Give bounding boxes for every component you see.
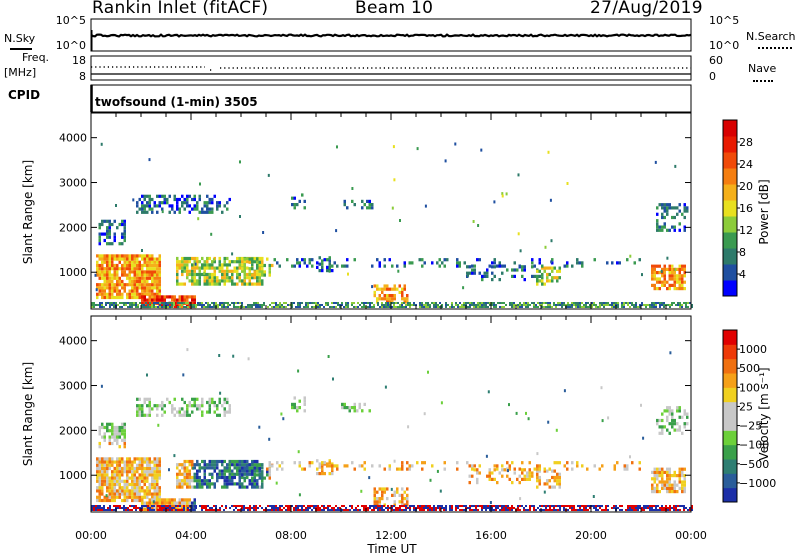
colorbar-swatch <box>723 184 737 201</box>
x-tick-4: 16:00 <box>475 529 507 542</box>
nsearch-label: N.Search <box>746 30 796 43</box>
colorbar-swatch <box>723 473 737 489</box>
colorbar-tick: 1000 <box>739 343 767 356</box>
nsearch-tick-bottom: 10^0 <box>709 39 739 52</box>
colorbar-tick: −100 <box>739 439 769 452</box>
colorbar-tick: 24 <box>739 158 753 171</box>
colorbar-swatch <box>723 401 737 417</box>
colorbar-tick: 25 <box>739 400 753 413</box>
freq-unit: [MHz] <box>4 66 37 79</box>
colorbar-swatch <box>723 200 737 217</box>
power-heatmap-panel: 1000 2000 3000 4000 Slant Range [km] <box>21 112 693 310</box>
colorbar-tick: 8 <box>739 246 746 259</box>
x-tick-labels: 00:00 04:00 08:00 12:00 16:00 20:00 00:00 <box>75 529 707 542</box>
colorbar-swatch <box>723 248 737 265</box>
nsky-label: N.Sky <box>4 32 36 45</box>
nsky-legend-line <box>10 48 32 50</box>
nave-trace <box>91 66 691 71</box>
power-axis: 1000 2000 3000 4000 <box>59 113 692 309</box>
colorbar-swatch <box>723 136 737 153</box>
x-tick-3: 12:00 <box>375 529 407 542</box>
y-tick-label: 4000 <box>59 132 87 145</box>
date-title: 27/Aug/2019 <box>590 0 703 18</box>
colorbar-tick: −500 <box>739 458 769 471</box>
colorbar-swatch <box>723 387 737 403</box>
colorbar-swatch <box>723 373 737 388</box>
colorbar-swatch <box>723 358 737 374</box>
y-tick-label: 2000 <box>59 221 87 234</box>
cpid-text: twofsound (1-min) 3505 <box>95 95 258 109</box>
power-ylabel: Slant Range [km] <box>21 160 35 264</box>
freq-panel: 18 8 60 0 <box>72 54 723 83</box>
colorbar-swatch <box>723 264 737 281</box>
y-tick-label: 3000 <box>59 380 87 393</box>
colorbar-swatch <box>723 416 737 431</box>
velocity-heatmap-panel: 1000 2000 3000 4000 Slant Range [km] <box>21 315 693 513</box>
colorbar-swatch <box>723 152 737 169</box>
nsky-panel: 10^5 10^0 10^5 10^0 <box>56 14 739 52</box>
cpid-panel <box>90 84 692 113</box>
nsky-trace <box>90 33 692 38</box>
nsearch-tick-top: 10^5 <box>709 14 739 27</box>
velocity-colorbar: 1000 500 100 25 −25 −100 −500 −1000 <box>722 329 776 503</box>
nave-legend-line <box>753 80 773 82</box>
colorbar-tick: 28 <box>739 136 753 149</box>
velocity-colorbar-label: Velocity [m s⁻¹] <box>757 367 771 460</box>
power-colorbar-label: Power [dB] <box>757 179 771 244</box>
freq-tick-top: 18 <box>72 54 86 67</box>
colorbar-swatch <box>723 168 737 185</box>
nave-label: Nave <box>748 62 777 75</box>
x-tick-5: 20:00 <box>575 529 607 542</box>
x-tick-6: 00:00 <box>675 529 707 542</box>
colorbar-tick: 12 <box>739 224 753 237</box>
x-tick-2: 08:00 <box>275 529 307 542</box>
colorbar-swatch <box>723 120 737 137</box>
colorbar-swatch <box>723 280 737 297</box>
nave-tick-bottom: 0 <box>709 70 716 83</box>
x-axis-label: Time UT <box>366 542 417 554</box>
cpid-label: CPID <box>8 88 41 102</box>
colorbar-swatch <box>723 459 737 474</box>
colorbar-swatch <box>723 344 737 360</box>
velocity-cells <box>91 348 693 512</box>
colorbar-swatch <box>723 430 737 446</box>
nsearch-legend-line <box>758 47 792 49</box>
colorbar-tick: 20 <box>739 180 753 193</box>
colorbar-tick: 100 <box>739 381 760 394</box>
y-tick-label: 2000 <box>59 424 87 437</box>
colorbar-swatch <box>723 330 737 345</box>
nsky-tick-bottom: 10^0 <box>56 39 86 52</box>
nsky-tick-top: 10^5 <box>56 14 86 27</box>
station-title: Rankin Inlet (fitACF) <box>92 0 269 18</box>
y-tick-label: 1000 <box>59 266 87 279</box>
x-tick-1: 04:00 <box>175 529 207 542</box>
power-colorbar: 4 8 12 16 20 24 28 <box>722 119 753 297</box>
colorbar-tick: 16 <box>739 202 753 215</box>
power-cells <box>91 142 693 309</box>
velocity-ylabel: Slant Range [km] <box>21 362 35 466</box>
colorbar-swatch <box>723 444 737 460</box>
colorbar-tick: 500 <box>739 362 760 375</box>
colorbar-tick: 4 <box>739 268 746 281</box>
colorbar-swatch <box>723 232 737 249</box>
nave-tick-top: 60 <box>709 54 723 67</box>
x-tick-0: 00:00 <box>75 529 107 542</box>
freq-tick-bottom: 8 <box>79 70 86 83</box>
y-tick-label: 1000 <box>59 469 87 482</box>
colorbar-tick: −1000 <box>739 477 776 490</box>
colorbar-swatch <box>723 487 737 503</box>
freq-label: Freq. <box>22 51 50 64</box>
y-tick-label: 4000 <box>59 335 87 348</box>
y-tick-label: 3000 <box>59 177 87 190</box>
beam-title: Beam 10 <box>355 0 434 18</box>
colorbar-swatch <box>723 216 737 233</box>
velocity-axis: 1000 2000 3000 4000 <box>59 316 692 512</box>
colorbar-tick: −25 <box>739 420 762 433</box>
